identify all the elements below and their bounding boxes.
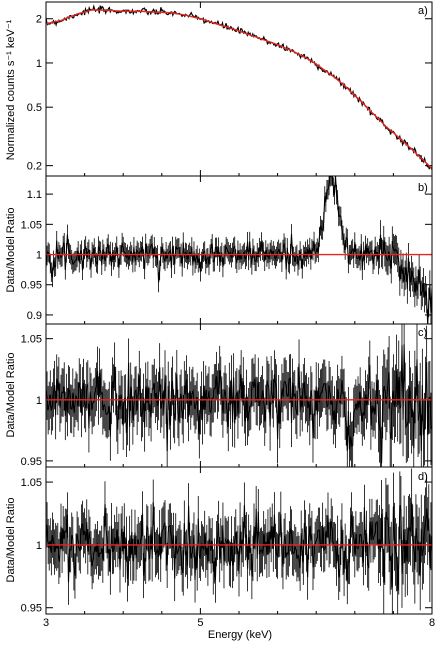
panel-a-frame (45, 1, 433, 177)
y-tick-label: 1 (36, 395, 42, 407)
x-tick-label: 3 (43, 617, 49, 629)
series-model (45, 9, 433, 170)
y-tick-label: 0.95 (21, 603, 42, 615)
panel-c-tag: c) (418, 327, 427, 339)
series-data (45, 4, 433, 171)
x-tick-label: 8 (429, 617, 435, 629)
panel-d-plot (45, 468, 433, 614)
panel-b-ticks: 0.9 0.95 1 1.05 1.1 (21, 176, 433, 324)
series-ratio (45, 502, 433, 591)
y-tick-label: 1.05 (21, 334, 42, 346)
y-tick-label: 0.9 (27, 310, 42, 322)
y-tick-label: 1 (36, 58, 42, 70)
panel-b: Data/Model Ratio b) 0.9 0.95 1 1.05 1.1 (5, 175, 433, 325)
panel-a-ylabel: Normalized counts s⁻¹ keV⁻¹ (5, 19, 17, 160)
y-tick-label: 1.05 (21, 219, 42, 231)
panel-c-ylabel: Data/Model Ratio (5, 353, 17, 438)
panel-a-plot (45, 4, 433, 171)
y-tick-label: 0.2 (27, 161, 42, 173)
x-tick-label: 5 (197, 617, 203, 629)
panel-c: Data/Model Ratio c) 0.95 1 1.05 (5, 323, 433, 468)
panel-d-frame (45, 466, 433, 615)
panel-d: Data/Model Ratio d) 0.95 1 1.05 (5, 466, 433, 615)
y-tick-label: 1 (36, 540, 42, 552)
panel-b-tag: b) (418, 182, 428, 194)
y-tick-label: 0.95 (21, 456, 42, 468)
panel-d-ylabel: Data/Model Ratio (5, 498, 17, 583)
series-ratio (45, 344, 433, 464)
y-tick-label: 0.95 (21, 280, 42, 292)
y-tick-label: 1.1 (27, 189, 42, 201)
x-axis-ticks: 3 5 8 (43, 617, 435, 629)
panel-a-tag: a) (418, 5, 428, 17)
y-tick-label: 0.5 (27, 102, 42, 114)
panel-b-plot (45, 175, 433, 325)
panel-c-plot (45, 324, 433, 467)
panel-b-ylabel: Data/Model Ratio (5, 208, 17, 293)
y-tick-label: 1.05 (21, 477, 42, 489)
x-axis-title: Energy (keV) (208, 629, 272, 641)
y-tick-label: 2 (36, 14, 42, 26)
series-ratio (45, 175, 433, 325)
panel-a: Normalized counts s⁻¹ keV⁻¹ a) 0.2 0.5 1 2 (5, 1, 433, 177)
y-tick-label: 1 (36, 250, 42, 262)
panel-d-tag: d) (418, 471, 428, 483)
